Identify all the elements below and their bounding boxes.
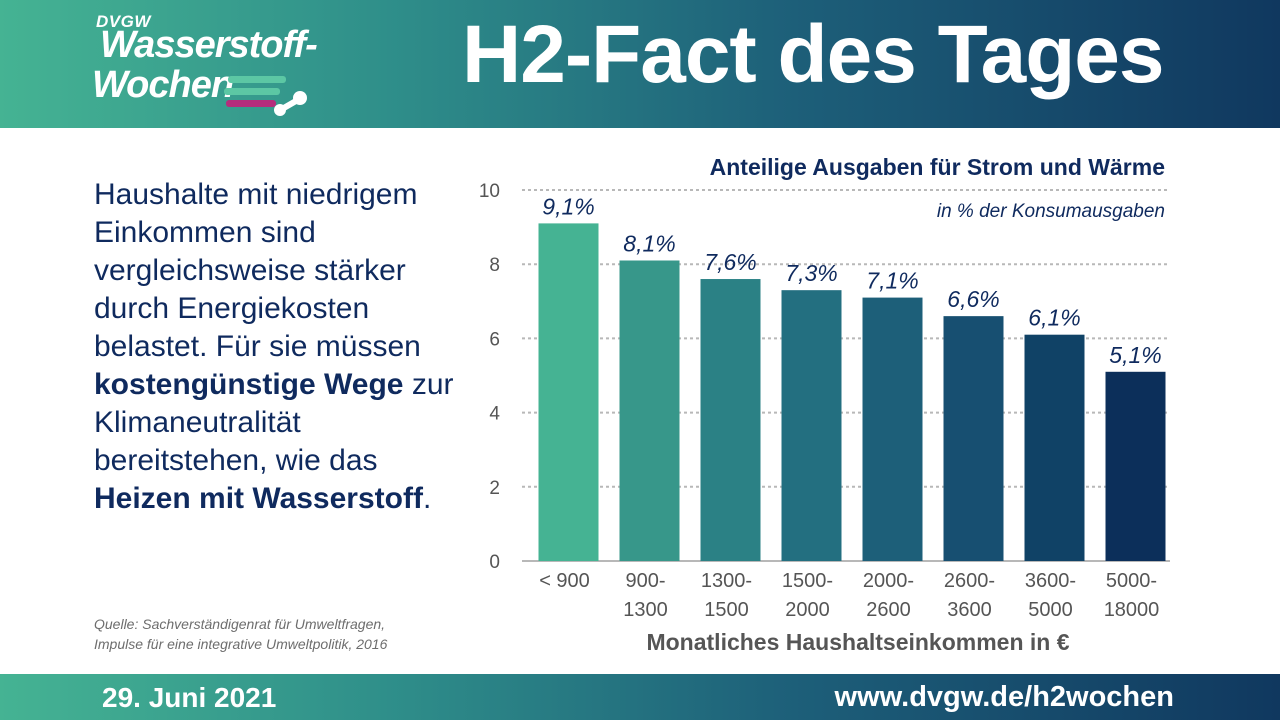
data-label: 7,1% — [866, 268, 918, 294]
bar — [619, 260, 680, 561]
source-line-2: Impulse für eine integrative Umweltpolit… — [94, 636, 388, 652]
page-title: H2-Fact des Tages — [462, 9, 1165, 100]
bar — [862, 297, 923, 561]
data-label: 7,3% — [785, 260, 837, 286]
bar — [943, 316, 1004, 561]
source-note: Quelle: Sachverständigenrat für Umweltfr… — [94, 614, 454, 654]
chart-subtitle: in % der Konsumausgaben — [937, 201, 1165, 222]
fact-text-part-1: Haushalte mit niedrigem Einkommen sind v… — [94, 178, 421, 363]
x-tick-label: 2000 — [785, 599, 830, 621]
x-tick-label: 2000- — [863, 570, 914, 592]
data-label: 6,6% — [947, 286, 999, 312]
bar — [1105, 371, 1166, 561]
fact-text-part-3: . — [422, 482, 432, 515]
footer-date: 29. Juni 2021 — [102, 682, 277, 713]
x-tick-label: < 900 — [539, 570, 590, 592]
x-tick-label: 1500 — [704, 599, 749, 621]
x-tick-label: 3600- — [1025, 570, 1076, 592]
header-banner: DVGW Wasserstoff- Wochen H2-Fact des Tag… — [0, 0, 1280, 128]
x-tick-label: 18000 — [1104, 599, 1160, 621]
dvgw-logo[interactable]: DVGW Wasserstoff- Wochen — [92, 12, 322, 122]
x-tick-label: 3600 — [947, 599, 992, 621]
y-tick-label: 2 — [489, 478, 500, 499]
fact-text: Haushalte mit niedrigem Einkommen sind v… — [94, 176, 474, 518]
x-tick-label: 2600- — [944, 570, 995, 592]
x-tick-label: 900- — [625, 570, 665, 592]
logo-line-2: Wochen — [92, 64, 234, 106]
data-label: 7,6% — [704, 249, 756, 275]
logo-line-1: Wasserstoff- — [100, 24, 318, 66]
fact-text-bold-1: kostengünstige Wege — [94, 368, 404, 401]
bar-chart: 0 2 4 6 8 10 Anteilige Ausgaben für Strom und … — [479, 154, 1170, 655]
bar — [700, 279, 761, 561]
data-label: 8,1% — [623, 230, 675, 256]
y-tick-label: 10 — [479, 181, 500, 202]
x-axis-label: Monatliches Haushaltseinkommen in € — [646, 629, 1069, 655]
bar — [538, 223, 599, 561]
data-label: 9,1% — [542, 193, 594, 219]
y-tick-label: 4 — [489, 404, 500, 425]
hydrogen-molecule-icon — [224, 76, 307, 116]
x-tick-label: 1300 — [623, 599, 668, 621]
x-tick-label: 1300- — [701, 570, 752, 592]
x-tick-label: 2600 — [866, 599, 911, 621]
chart-title: Anteilige Ausgaben für Strom und Wärme — [710, 154, 1165, 180]
data-label: 6,1% — [1028, 305, 1080, 331]
fact-text-bold-2: Heizen mit Wasserstoff — [94, 482, 423, 515]
bar — [781, 290, 842, 561]
x-tick-label: 5000- — [1106, 570, 1157, 592]
source-line-1: Quelle: Sachverständigenrat für Umweltfr… — [94, 616, 386, 632]
logo-org: DVGW — [96, 12, 151, 31]
x-tick-label: 5000 — [1028, 599, 1073, 621]
footer-banner: 29. Juni 2021 www.dvgw.de/h2wochen — [0, 674, 1280, 720]
x-tick-label: 1500- — [782, 570, 833, 592]
y-tick-label: 8 — [489, 255, 500, 276]
y-tick-label: 6 — [489, 329, 500, 350]
footer-url-link[interactable]: www.dvgw.de/h2wochen — [834, 681, 1174, 713]
bar — [1024, 334, 1085, 561]
y-tick-label: 0 — [489, 552, 500, 573]
data-label: 5,1% — [1109, 342, 1161, 368]
fact-text-part-2: zur Klimaneutralität bereitstehen, wie d… — [94, 368, 454, 477]
